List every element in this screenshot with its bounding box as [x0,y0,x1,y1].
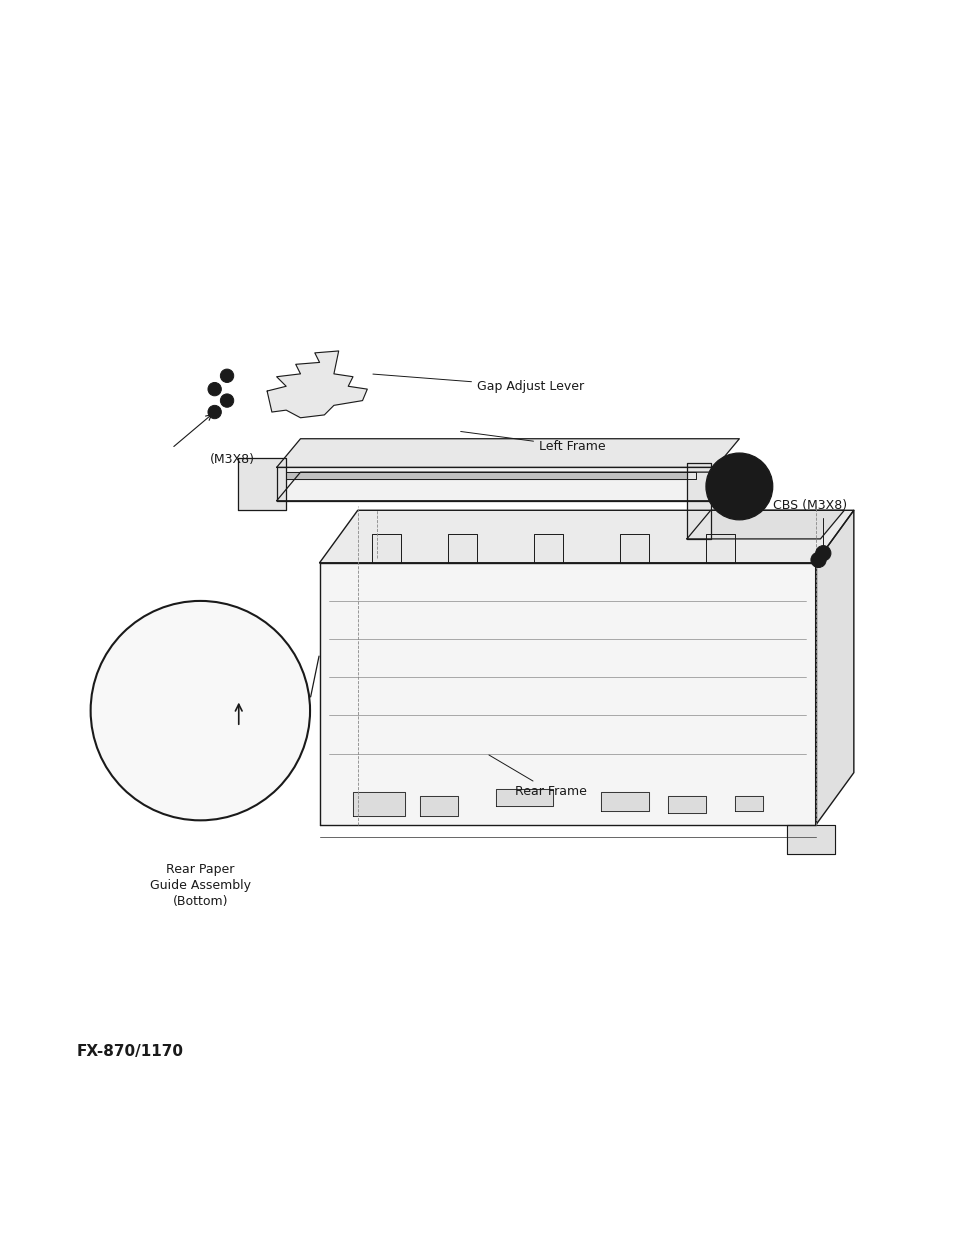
Polygon shape [319,511,853,563]
Polygon shape [600,791,648,811]
Polygon shape [286,472,696,479]
Polygon shape [238,458,286,511]
Polygon shape [686,511,843,539]
Polygon shape [419,796,457,816]
Circle shape [208,382,221,396]
Polygon shape [705,534,734,563]
Polygon shape [134,672,298,722]
Text: CBS (M3X8): CBS (M3X8) [772,498,846,551]
Polygon shape [319,563,815,825]
Circle shape [220,370,233,382]
Polygon shape [167,694,180,706]
Polygon shape [255,665,264,678]
Circle shape [705,453,772,520]
Polygon shape [734,796,762,811]
Text: (M3X8): (M3X8) [210,454,254,466]
Text: Rear Paper
Guide Assembly
(Bottom): Rear Paper Guide Assembly (Bottom) [150,863,251,908]
Polygon shape [267,351,367,418]
Polygon shape [496,789,553,806]
Polygon shape [448,534,476,563]
Text: Gap Adjust Lever: Gap Adjust Lever [373,374,583,393]
Polygon shape [534,534,562,563]
Circle shape [810,552,825,568]
Polygon shape [619,534,648,563]
Polygon shape [222,665,231,678]
Polygon shape [786,825,834,853]
Polygon shape [372,534,400,563]
Polygon shape [276,467,715,501]
Text: Rear Frame: Rear Frame [489,755,586,799]
Circle shape [220,394,233,407]
Text: Left Frame: Left Frame [460,432,605,453]
Polygon shape [212,694,224,706]
Polygon shape [276,472,739,501]
Polygon shape [815,511,853,825]
Polygon shape [667,796,705,812]
Polygon shape [353,791,405,816]
Circle shape [208,405,221,419]
Polygon shape [189,665,198,678]
Polygon shape [276,439,739,467]
Polygon shape [118,722,298,744]
Polygon shape [156,665,165,678]
Circle shape [91,601,310,821]
Polygon shape [686,463,710,539]
Text: FX-870/1170: FX-870/1170 [76,1044,183,1059]
Circle shape [815,546,830,560]
